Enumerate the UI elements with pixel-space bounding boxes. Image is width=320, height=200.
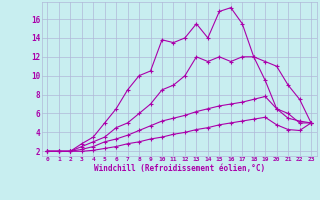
X-axis label: Windchill (Refroidissement éolien,°C): Windchill (Refroidissement éolien,°C) [94,164,265,173]
